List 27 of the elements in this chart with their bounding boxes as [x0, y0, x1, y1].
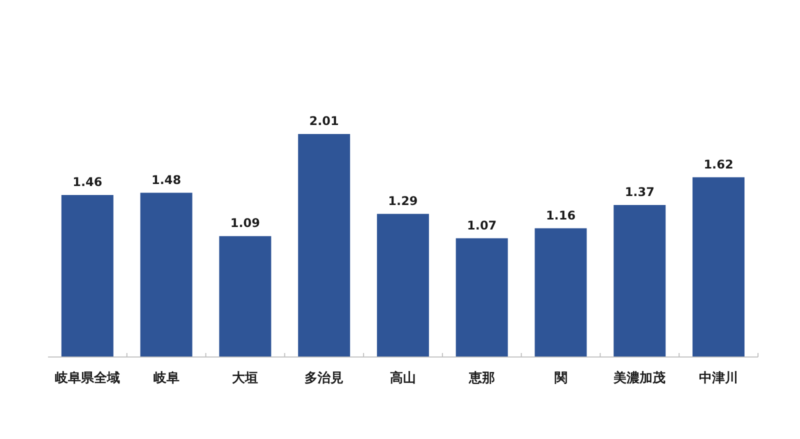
data-label: 1.16 — [546, 208, 576, 222]
bar — [219, 236, 272, 357]
data-label: 1.07 — [467, 218, 497, 232]
data-label: 1.37 — [624, 185, 654, 200]
x-tick-label: 高山 — [390, 370, 416, 386]
data-label: 1.46 — [72, 175, 102, 190]
bar — [61, 195, 114, 357]
data-label: 1.48 — [151, 172, 182, 187]
bar — [534, 228, 587, 357]
bar — [376, 214, 429, 357]
data-label: 2.01 — [309, 114, 339, 128]
x-tick-label: 岐阜県全域 — [54, 370, 120, 386]
data-label: 1.62 — [704, 157, 734, 172]
bar — [298, 134, 350, 357]
bar — [692, 177, 745, 357]
x-tick-label: 美濃加茂 — [612, 370, 666, 386]
x-tick-label: 中津川 — [699, 370, 738, 386]
bar — [140, 192, 192, 357]
x-tick-label: 大垣 — [232, 370, 258, 386]
x-tick-label: 関 — [554, 370, 568, 386]
bar — [614, 205, 666, 357]
data-label: 1.29 — [388, 194, 418, 208]
bar — [456, 238, 508, 357]
x-tick-label: 多治見 — [304, 370, 344, 386]
x-tick-label: 恵那 — [468, 370, 495, 386]
x-tick-label: 岐阜 — [153, 370, 180, 386]
data-label: 1.09 — [230, 216, 260, 230]
